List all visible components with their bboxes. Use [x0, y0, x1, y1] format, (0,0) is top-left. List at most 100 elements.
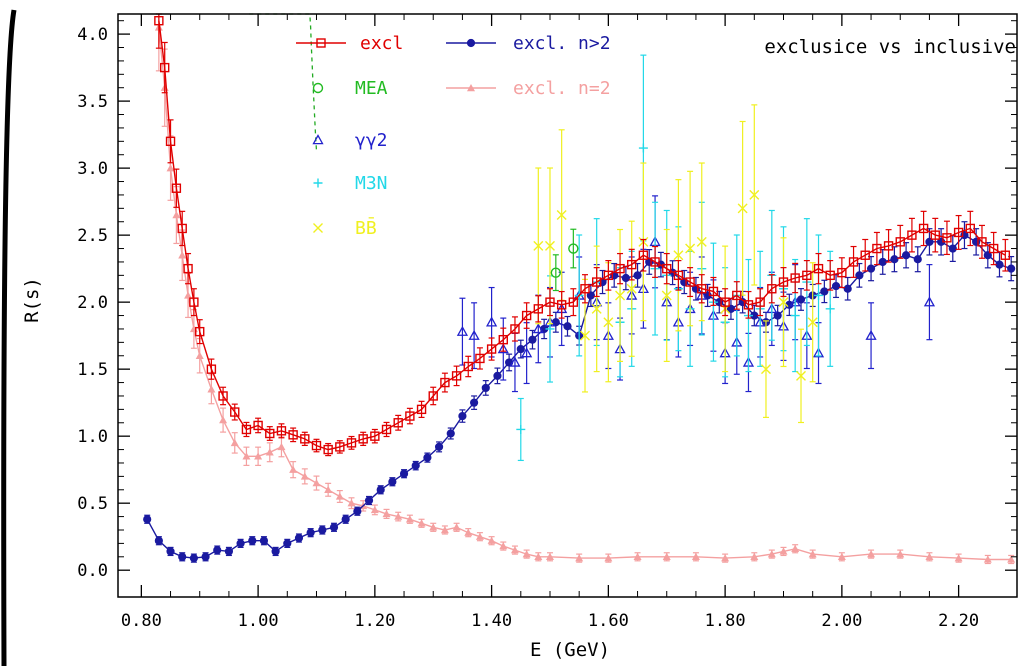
data-point — [867, 550, 876, 558]
data-point — [300, 472, 309, 480]
legend-entry-mea: MEA — [312, 78, 388, 99]
data-point — [621, 273, 630, 283]
data-point — [866, 264, 876, 273]
data-point — [948, 244, 957, 253]
data-point — [509, 356, 521, 367]
data-point — [626, 283, 637, 294]
data-point — [486, 344, 497, 354]
data-point — [925, 552, 934, 560]
data-point — [428, 391, 438, 401]
legend-label: excl. n>2 — [513, 33, 611, 54]
series-excl — [154, 13, 1011, 457]
data-point — [528, 335, 537, 344]
data-point — [743, 300, 754, 310]
data-point — [316, 38, 326, 48]
data-point — [393, 418, 403, 428]
data-point — [399, 469, 409, 478]
data-point — [522, 550, 531, 558]
data-point — [276, 426, 287, 436]
data-point — [1007, 555, 1016, 563]
legend-label: excl — [360, 33, 403, 54]
data-point — [466, 38, 476, 48]
data-point — [166, 164, 175, 172]
x-tick-label: 1.40 — [471, 611, 512, 631]
data-point — [498, 334, 508, 345]
data-point — [837, 267, 847, 278]
data-point — [253, 420, 263, 431]
data-point — [416, 404, 427, 415]
data-point — [300, 434, 310, 444]
data-point — [312, 82, 324, 94]
data-point — [923, 296, 936, 307]
data-point — [532, 323, 544, 334]
x-tick-label: 1.60 — [588, 611, 629, 631]
data-point — [732, 290, 742, 301]
data-point — [796, 295, 806, 304]
data-point — [218, 391, 228, 401]
data-point — [487, 536, 496, 544]
data-point — [720, 297, 730, 307]
x-tick-label: 2.00 — [821, 611, 862, 631]
data-point — [259, 536, 269, 545]
data-point — [289, 465, 298, 473]
data-point — [271, 547, 280, 556]
legend-entry-excl-n-2: excl. n=2 — [446, 78, 611, 99]
data-point — [183, 263, 193, 274]
y-tick-label: 3.5 — [77, 92, 108, 112]
legend-label: M3N — [355, 173, 388, 194]
data-point — [615, 263, 625, 274]
data-point — [820, 287, 829, 296]
legend-entry-excl: excl — [296, 33, 403, 54]
data-point — [930, 230, 940, 240]
data-point — [755, 297, 765, 307]
data-point — [224, 547, 234, 556]
data-point — [673, 270, 684, 281]
data-point — [865, 329, 877, 340]
data-point — [568, 243, 579, 254]
data-point — [381, 424, 392, 435]
data-point — [896, 550, 905, 558]
data-point — [189, 297, 199, 307]
data-point — [497, 343, 509, 354]
data-point — [178, 552, 187, 561]
data-point — [335, 442, 345, 452]
data-point — [248, 536, 257, 545]
data-point — [440, 377, 450, 388]
data-point — [405, 515, 414, 523]
data-point — [855, 271, 864, 280]
data-point — [166, 547, 175, 556]
data-point — [545, 324, 555, 334]
data-point — [860, 250, 870, 260]
data-point — [475, 532, 484, 540]
data-point — [890, 255, 899, 264]
data-point — [189, 554, 198, 563]
data-point — [313, 223, 323, 233]
data-point — [750, 552, 759, 560]
data-point — [696, 236, 707, 247]
data-point — [341, 515, 350, 524]
chart-title: exclusice vs inclusive — [764, 36, 1016, 58]
data-point — [468, 329, 480, 340]
data-point — [633, 552, 642, 560]
data-point — [977, 237, 987, 247]
data-point — [312, 479, 321, 487]
data-point — [883, 241, 894, 251]
data-point — [685, 243, 696, 254]
data-point — [685, 277, 695, 287]
data-point — [691, 552, 700, 560]
data-point — [603, 270, 614, 281]
data-point — [533, 304, 544, 314]
data-point — [878, 257, 887, 267]
data-point — [219, 416, 228, 424]
legend-label: γγ2 — [355, 130, 388, 151]
data-point — [591, 277, 602, 287]
data-point — [825, 270, 835, 281]
data-point — [545, 552, 554, 560]
data-point — [604, 554, 613, 562]
data-point — [346, 438, 357, 448]
data-point — [767, 284, 777, 294]
data-point — [486, 316, 498, 327]
data-point — [848, 257, 859, 267]
data-point — [760, 364, 771, 375]
